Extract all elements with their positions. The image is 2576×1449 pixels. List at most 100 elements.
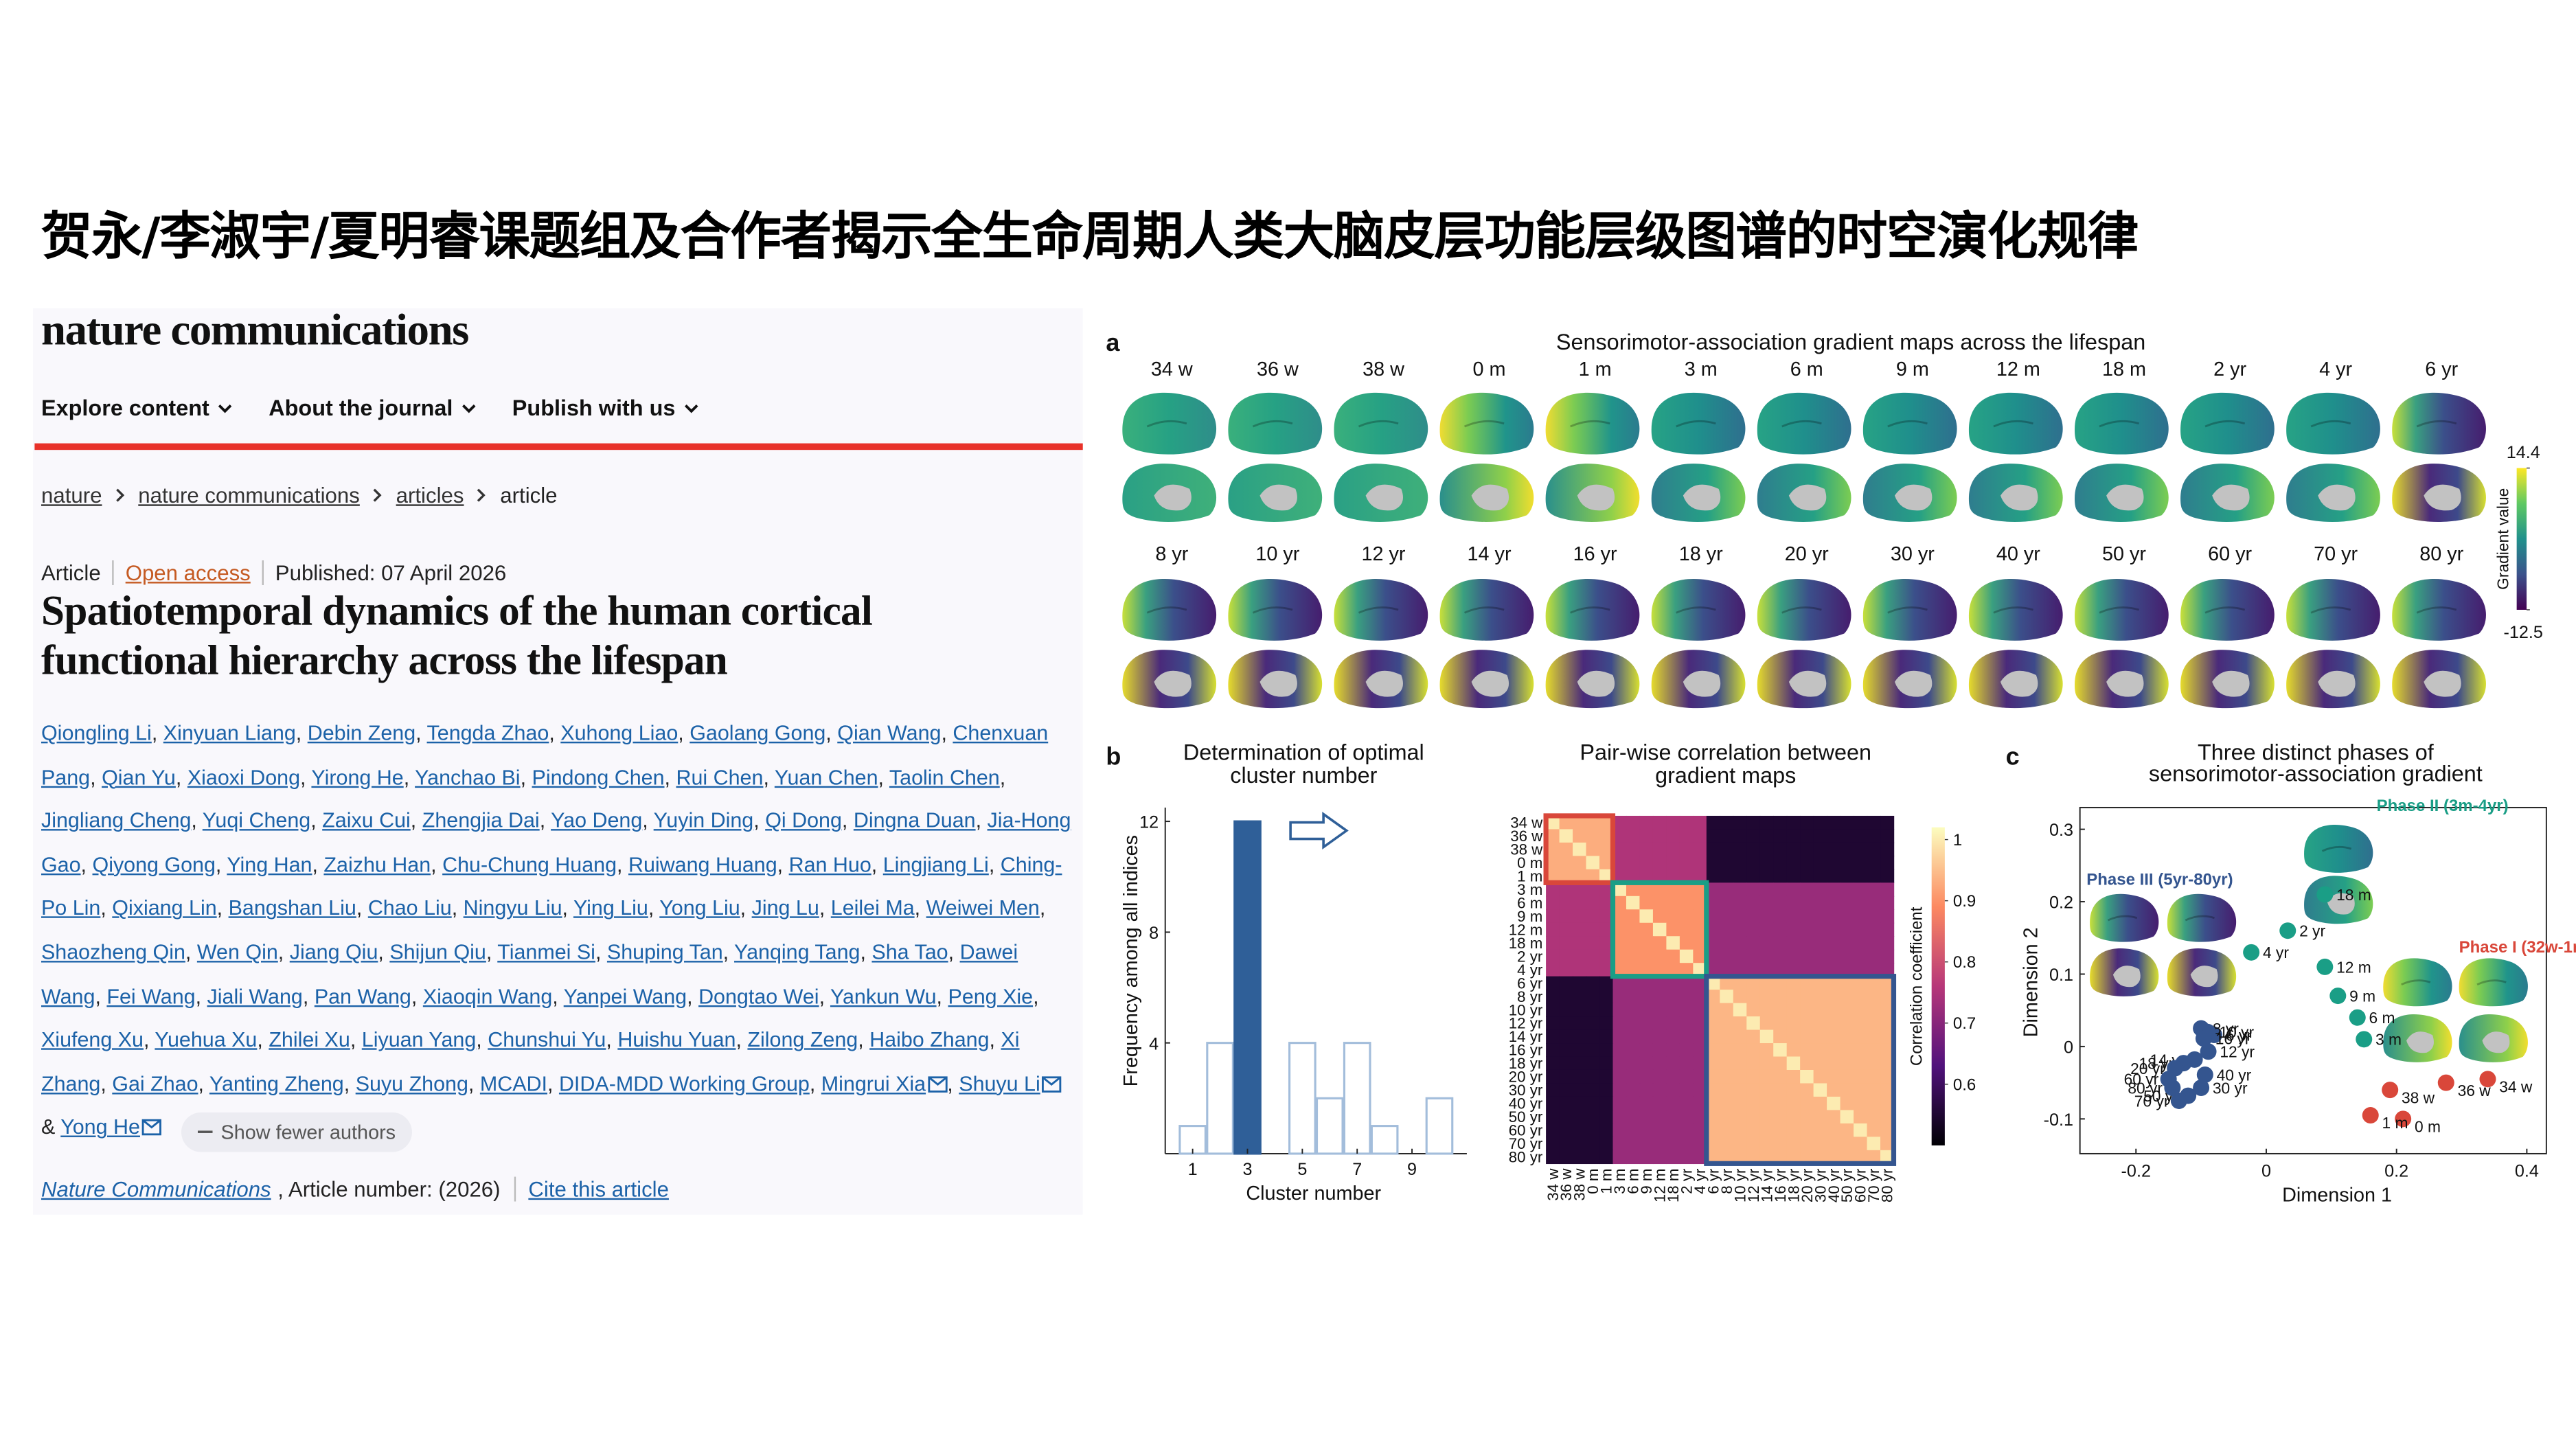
author-link[interactable]: Weiwei Men [926, 897, 1040, 921]
nav-item[interactable]: About the journal [269, 396, 476, 420]
author-link[interactable]: Jia-Hong Gao [41, 809, 1071, 877]
author-link[interactable]: Xiufeng Xu [41, 1028, 144, 1052]
author-link[interactable]: Debin Zeng [307, 722, 416, 745]
open-access[interactable]: Open access [112, 560, 262, 585]
author-link[interactable]: Zaizhu Han [323, 853, 431, 877]
author-link[interactable]: Fei Wang [106, 985, 196, 1008]
author-link[interactable]: Zhengjia Dai [422, 809, 540, 833]
author-link[interactable]: Yuehua Xu [155, 1028, 258, 1052]
author-link[interactable]: Ruiwang Huang [628, 853, 777, 877]
author-link[interactable]: Bangshan Liu [228, 897, 356, 921]
author-link[interactable]: Qiyong Gong [92, 853, 216, 877]
author-link[interactable]: Yong Liu [659, 897, 740, 921]
author-link[interactable]: Shijun Qiu [389, 941, 486, 964]
author-link[interactable]: Peng Xie [948, 985, 1034, 1008]
heatmap-cell [1773, 990, 1788, 1004]
author-link[interactable]: Yuqi Cheng [202, 809, 311, 833]
author-link[interactable]: Yuan Chen [774, 765, 878, 789]
author-link[interactable]: Taolin Chen [889, 765, 1000, 789]
author-link[interactable]: Xiaoxi Dong [187, 765, 301, 789]
nav-item[interactable]: Publish with us [512, 396, 698, 420]
author-link[interactable]: Tengda Zhao [426, 722, 549, 745]
author-link[interactable]: Zilong Zeng [747, 1028, 858, 1052]
email-icon[interactable] [141, 1119, 161, 1137]
author-link[interactable]: Jiang Qiu [289, 941, 378, 964]
author-link[interactable]: Ran Huo [788, 853, 871, 877]
crumb[interactable]: nature [41, 483, 102, 508]
author-link[interactable]: Yanchao Bi [415, 765, 521, 789]
author-link[interactable]: Sha Tao [871, 941, 948, 964]
brain-sulcus [1781, 606, 1822, 614]
author-link[interactable]: Shaozheng Qin [41, 941, 185, 964]
author-link[interactable]: Wen Qin [196, 941, 278, 964]
author-link[interactable]: Xinyuan Liang [163, 722, 296, 745]
nav-label[interactable]: Publish with us [512, 395, 676, 420]
nav-label[interactable]: Explore content [41, 395, 209, 420]
author-link[interactable]: Ching-Po Lin [41, 853, 1062, 921]
author-link[interactable]: Pindong Chen [532, 765, 665, 789]
crumb[interactable]: articles [396, 483, 464, 508]
author-link[interactable]: Tianmei Si [497, 941, 595, 964]
author-link[interactable]: Rui Chen [676, 765, 764, 789]
author-toggle[interactable]: Show fewer authors [181, 1113, 413, 1153]
author-link[interactable]: Xiaoqin Wang [422, 985, 553, 1008]
author-link[interactable]: Pan Wang [314, 985, 411, 1008]
author-link[interactable]: Jiali Wang [207, 985, 303, 1008]
author-link[interactable]: Yuyin Ding [653, 809, 754, 833]
author-link[interactable]: Ying Liu [573, 897, 648, 921]
author-link[interactable]: Suyu Zhong [355, 1072, 468, 1096]
author-link[interactable]: Chao Liu [367, 897, 452, 921]
author-link[interactable]: Leilei Ma [830, 897, 915, 921]
author-link[interactable]: Qi Dong [765, 809, 842, 833]
author-link[interactable]: Chunshui Yu [488, 1028, 606, 1052]
heatmap-cell [1800, 1096, 1814, 1111]
journal-name[interactable]: nature communications [41, 304, 469, 354]
author-link[interactable]: Yankun Wu [830, 985, 937, 1008]
author-link[interactable]: Huishu Yuan [617, 1028, 736, 1052]
nav-label[interactable]: About the journal [269, 395, 453, 420]
author-link[interactable]: DIDA-MDD Working Group [558, 1072, 810, 1096]
toggle-label[interactable]: Show fewer authors [220, 1121, 396, 1145]
author-link[interactable]: Chu-Chung Huang [442, 853, 617, 877]
author-link[interactable]: Zaixu Cui [322, 809, 411, 833]
author-link[interactable]: Yanqing Tang [734, 941, 860, 964]
author-link[interactable]: Lingjiang Li [882, 853, 989, 877]
author-link[interactable]: Yanpei Wang [563, 985, 687, 1008]
author-link[interactable]: Chenxuan Pang [41, 722, 1049, 789]
author-link[interactable]: Yanting Zheng [209, 1072, 344, 1096]
heatmap-cell [1840, 1029, 1854, 1044]
email-icon[interactable] [1042, 1075, 1062, 1093]
crumb[interactable]: nature communications [138, 483, 360, 508]
author-link[interactable]: Yong He [60, 1116, 140, 1140]
author-link[interactable]: Jingliang Cheng [41, 809, 192, 833]
author-link[interactable]: Shuyu Li [959, 1072, 1040, 1096]
author-link[interactable]: Qixiang Lin [112, 897, 217, 921]
email-icon[interactable] [927, 1075, 948, 1093]
cite-link[interactable]: Cite this article [513, 1176, 669, 1202]
author-link[interactable]: Zhilei Xu [269, 1028, 350, 1052]
author-link[interactable]: Gaolang Gong [689, 722, 826, 745]
author-link[interactable]: Yao Deng [551, 809, 643, 833]
author-link[interactable]: Qiongling Li [41, 722, 152, 745]
author-link[interactable]: Yirong He [311, 765, 404, 789]
heatmap-cell [1800, 869, 1814, 884]
author-link[interactable]: Xi Zhang [41, 1028, 1020, 1096]
author-link[interactable]: Dingna Duan [853, 809, 976, 833]
author-link[interactable]: MCADI [479, 1072, 547, 1096]
author-link[interactable]: Liyuan Yang [361, 1028, 477, 1052]
journal-link[interactable]: Nature Communications [41, 1176, 271, 1202]
author-link[interactable]: Dawei Wang [41, 941, 1018, 1008]
author-link[interactable]: Gai Zhao [112, 1072, 198, 1096]
author-link[interactable]: Ningyu Liu [463, 897, 562, 921]
author-link[interactable]: Qian Yu [102, 765, 176, 789]
author-link[interactable]: Haibo Zhang [869, 1028, 990, 1052]
author-link[interactable]: Ying Han [227, 853, 312, 877]
author-link[interactable]: Shuping Tan [606, 941, 723, 964]
author-link[interactable]: Qian Wang [837, 722, 942, 745]
author-link[interactable]: Xuhong Liao [560, 722, 679, 745]
nav-item[interactable]: Explore content [41, 396, 232, 420]
author-link[interactable]: Jing Lu [751, 897, 819, 921]
author-link[interactable]: Mingrui Xia [821, 1072, 926, 1096]
author-separator: , [914, 897, 921, 921]
author-link[interactable]: Dongtao Wei [698, 985, 819, 1008]
